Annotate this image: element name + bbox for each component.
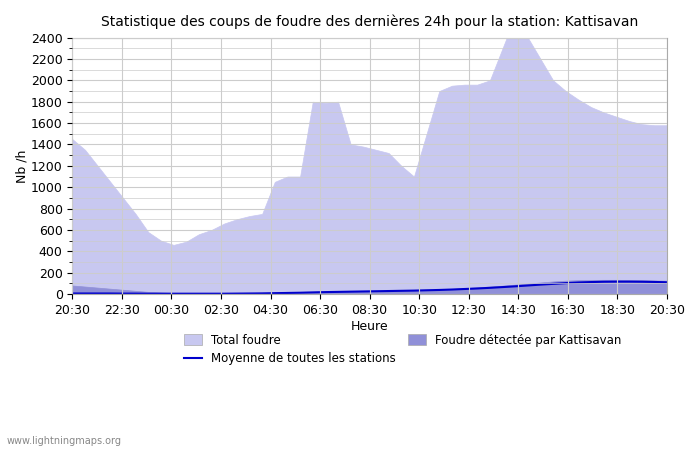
X-axis label: Heure: Heure — [351, 320, 388, 333]
Legend: Total foudre, Moyenne de toutes les stations, Foudre détectée par Kattisavan: Total foudre, Moyenne de toutes les stat… — [179, 329, 626, 370]
Title: Statistique des coups de foudre des dernières 24h pour la station: Kattisavan: Statistique des coups de foudre des dern… — [101, 15, 638, 30]
Y-axis label: Nb /h: Nb /h — [15, 149, 28, 183]
Text: www.lightningmaps.org: www.lightningmaps.org — [7, 436, 122, 446]
